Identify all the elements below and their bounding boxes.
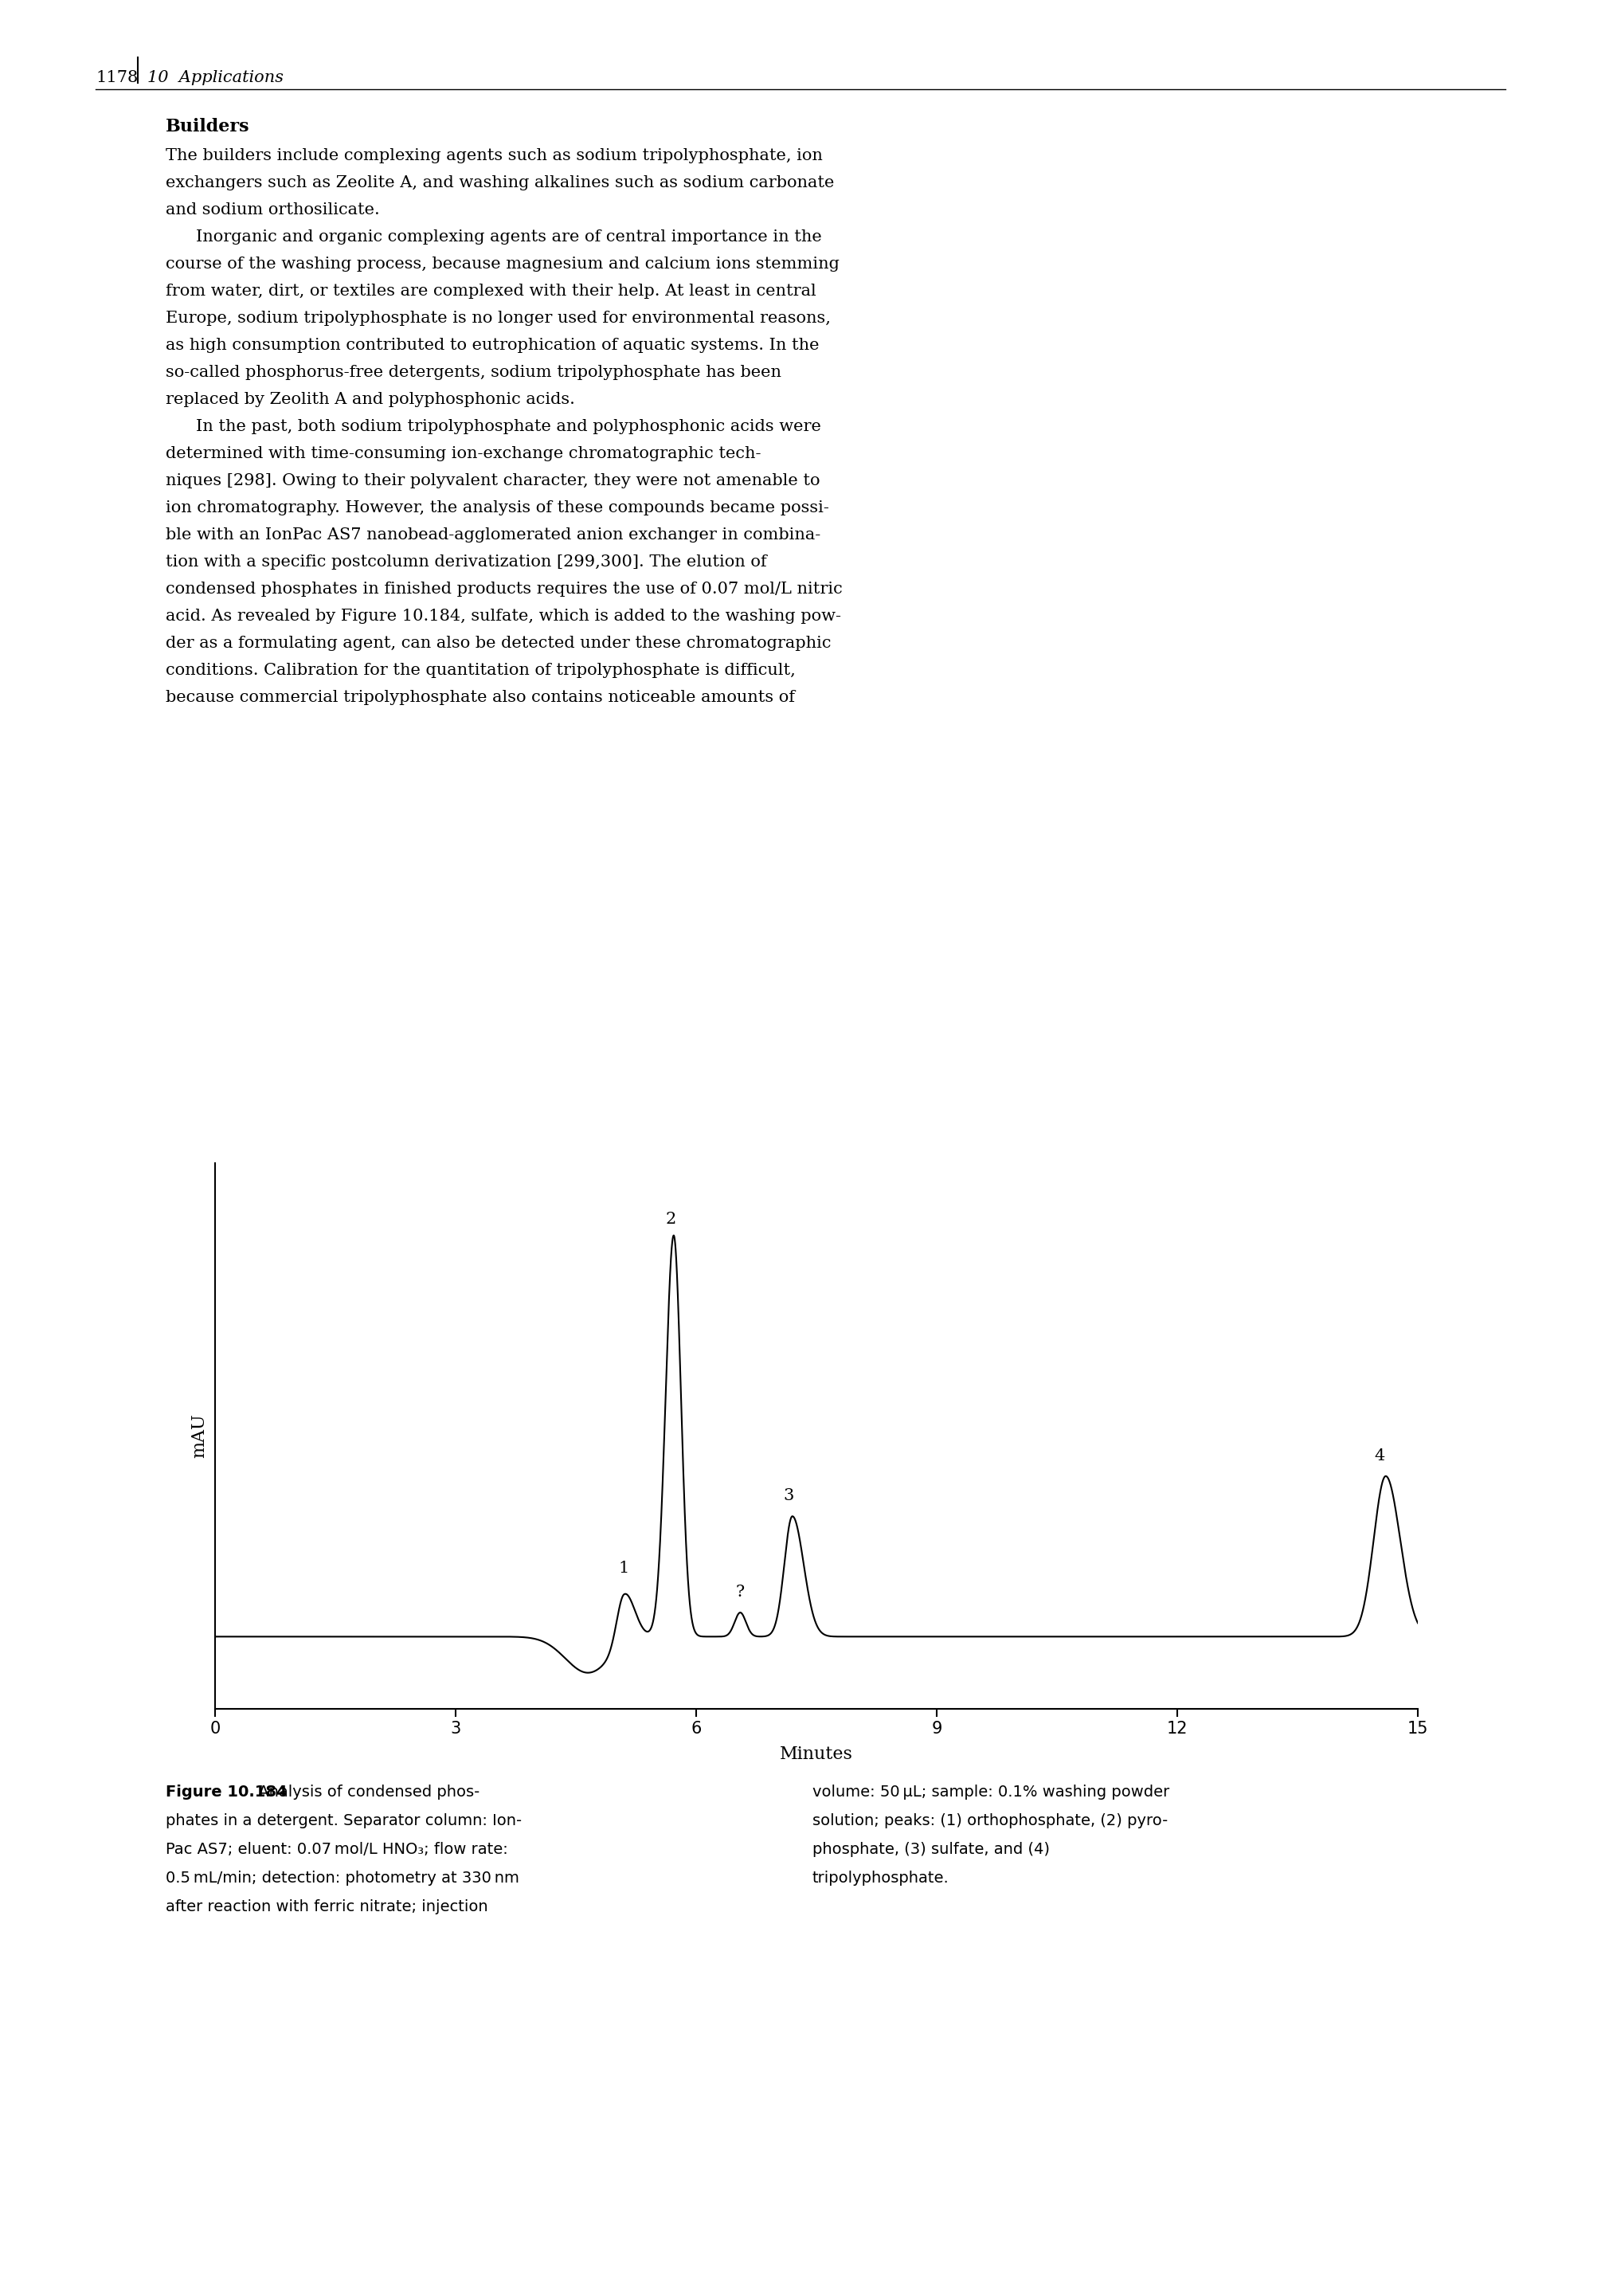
- Text: determined with time-consuming ion-exchange chromatographic tech-: determined with time-consuming ion-excha…: [165, 445, 760, 461]
- Y-axis label: mAU: mAU: [191, 1414, 208, 1458]
- Text: solution; peaks: (1) orthophosphate, (2) pyro-: solution; peaks: (1) orthophosphate, (2)…: [812, 1814, 1167, 1828]
- Text: Pac AS7; eluent: 0.07 mol/L HNO₃; flow rate:: Pac AS7; eluent: 0.07 mol/L HNO₃; flow r…: [165, 1841, 508, 1857]
- Text: 4: 4: [1374, 1449, 1385, 1463]
- Text: der as a formulating agent, can also be detected under these chromatographic: der as a formulating agent, can also be …: [165, 636, 831, 650]
- Text: exchangers such as Zeolite A, and washing alkalines such as sodium carbonate: exchangers such as Zeolite A, and washin…: [165, 174, 834, 191]
- Text: ion chromatography. However, the analysis of these compounds became possi-: ion chromatography. However, the analysi…: [165, 501, 829, 514]
- Text: course of the washing process, because magnesium and calcium ions stemming: course of the washing process, because m…: [165, 257, 839, 271]
- Text: ble with an IonPac AS7 nanobead-agglomerated anion exchanger in combina-: ble with an IonPac AS7 nanobead-agglomer…: [165, 528, 821, 542]
- Text: after reaction with ferric nitrate; injection: after reaction with ferric nitrate; inje…: [165, 1899, 488, 1915]
- Text: tion with a specific postcolumn derivatization [299,300]. The elution of: tion with a specific postcolumn derivati…: [165, 553, 767, 569]
- Text: Analysis of condensed phos-: Analysis of condensed phos-: [253, 1784, 480, 1800]
- Text: phosphate, (3) sulfate, and (4): phosphate, (3) sulfate, and (4): [812, 1841, 1050, 1857]
- Text: niques [298]. Owing to their polyvalent character, they were not amenable to: niques [298]. Owing to their polyvalent …: [165, 473, 820, 489]
- Text: 0.5 mL/min; detection: photometry at 330 nm: 0.5 mL/min; detection: photometry at 330…: [165, 1871, 519, 1885]
- Text: condensed phosphates in finished products requires the use of 0.07 mol/L nitric: condensed phosphates in finished product…: [165, 581, 842, 597]
- Text: so-called phosphorus-free detergents, sodium tripolyphosphate has been: so-called phosphorus-free detergents, so…: [165, 365, 781, 381]
- Text: phates in a detergent. Separator column: Ion-: phates in a detergent. Separator column:…: [165, 1814, 522, 1828]
- Text: 2: 2: [666, 1212, 676, 1226]
- Text: The builders include complexing agents such as sodium tripolyphosphate, ion: The builders include complexing agents s…: [165, 149, 823, 163]
- Text: 1178: 1178: [96, 71, 138, 85]
- Text: In the past, both sodium tripolyphosphate and polyphosphonic acids were: In the past, both sodium tripolyphosphat…: [195, 420, 821, 434]
- Text: conditions. Calibration for the quantitation of tripolyphosphate is difficult,: conditions. Calibration for the quantita…: [165, 664, 796, 677]
- Text: Builders: Builders: [165, 117, 250, 135]
- X-axis label: Minutes: Minutes: [780, 1745, 853, 1763]
- Text: 10  Applications: 10 Applications: [147, 71, 283, 85]
- Text: from water, dirt, or textiles are complexed with their help. At least in central: from water, dirt, or textiles are comple…: [165, 285, 817, 298]
- Text: 1: 1: [618, 1561, 629, 1575]
- Text: and sodium orthosilicate.: and sodium orthosilicate.: [165, 202, 379, 218]
- Text: tripolyphosphate.: tripolyphosphate.: [812, 1871, 949, 1885]
- Text: volume: 50 μL; sample: 0.1% washing powder: volume: 50 μL; sample: 0.1% washing powd…: [812, 1784, 1169, 1800]
- Text: Inorganic and organic complexing agents are of central importance in the: Inorganic and organic complexing agents …: [195, 230, 821, 246]
- Text: 3: 3: [783, 1488, 794, 1504]
- Text: ?: ?: [736, 1584, 744, 1600]
- Text: acid. As revealed by Figure 10.184, sulfate, which is added to the washing pow-: acid. As revealed by Figure 10.184, sulf…: [165, 608, 841, 625]
- Text: as high consumption contributed to eutrophication of aquatic systems. In the: as high consumption contributed to eutro…: [165, 338, 820, 354]
- Text: Figure 10.184: Figure 10.184: [165, 1784, 287, 1800]
- Text: Europe, sodium tripolyphosphate is no longer used for environmental reasons,: Europe, sodium tripolyphosphate is no lo…: [165, 310, 831, 326]
- Text: because commercial tripolyphosphate also contains noticeable amounts of: because commercial tripolyphosphate also…: [165, 689, 796, 705]
- Text: replaced by Zeolith A and polyphosphonic acids.: replaced by Zeolith A and polyphosphonic…: [165, 393, 575, 406]
